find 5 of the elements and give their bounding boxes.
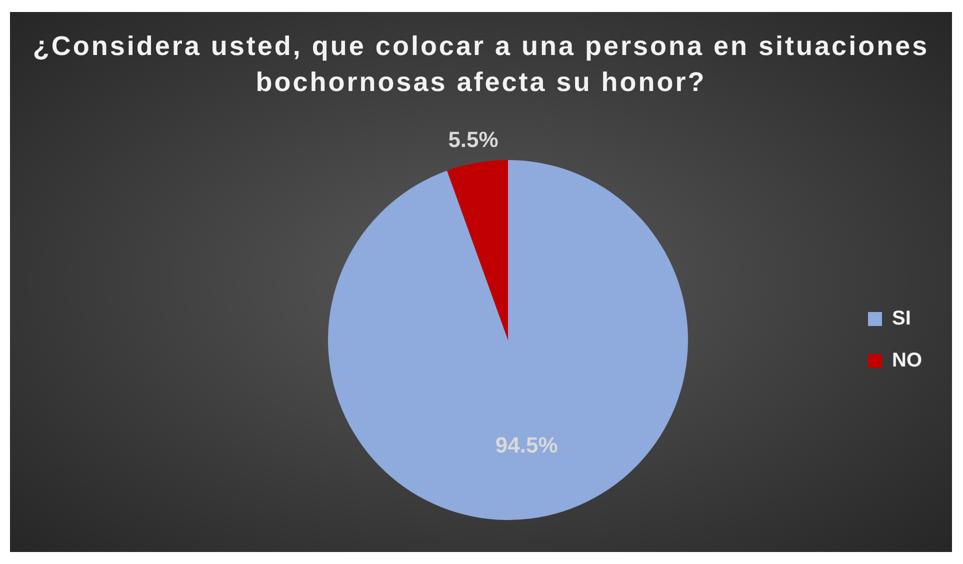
legend-label: NO <box>892 350 922 372</box>
data-label: 94.5% <box>495 432 558 458</box>
chart-title: ¿Considera usted, que colocar a una persona en situaciones bochornosas afecta su honor? <box>32 30 930 99</box>
legend-label: SI <box>892 308 911 330</box>
data-label: 5.5% <box>448 127 498 152</box>
